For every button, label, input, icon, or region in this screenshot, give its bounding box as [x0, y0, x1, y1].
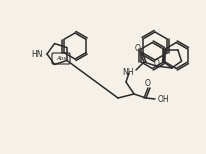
- FancyBboxPatch shape: [52, 53, 70, 64]
- Text: HN: HN: [31, 49, 43, 59]
- Text: O: O: [154, 59, 160, 67]
- Text: OH: OH: [158, 95, 170, 103]
- Text: O: O: [135, 43, 141, 53]
- Text: Abs: Abs: [56, 56, 66, 61]
- Text: O: O: [145, 79, 151, 87]
- Text: NH: NH: [122, 67, 134, 77]
